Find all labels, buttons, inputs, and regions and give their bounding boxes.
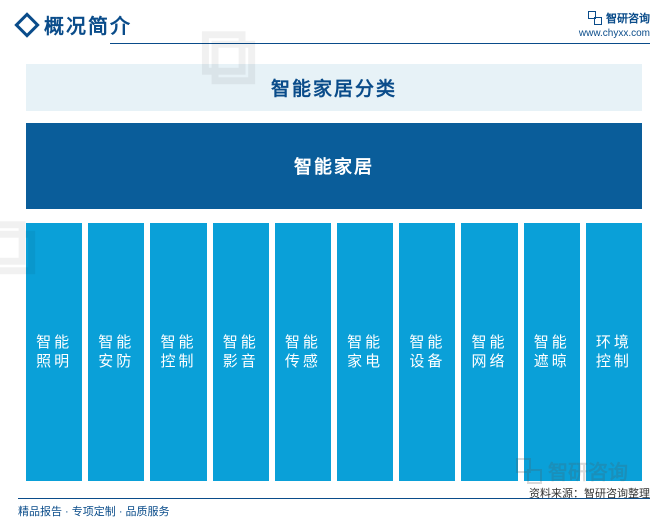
- brand-name: 智研咨询: [606, 10, 650, 26]
- diagram-title: 智能家居分类: [26, 64, 642, 111]
- brand-line: 智研咨询: [579, 10, 650, 26]
- category-node: 智能遮晾: [524, 223, 580, 481]
- content: 智能家居分类 智能家居 智能照明智能安防智能控制智能影音智能传感智能家电智能设备…: [0, 44, 668, 481]
- watermark-icon: [516, 458, 542, 484]
- footer: 精品报告 · 专项定制 · 品质服务: [0, 498, 668, 519]
- category-node: 智能影音: [213, 223, 269, 481]
- brand-url: www.chyxx.com: [579, 28, 650, 39]
- category-node: 智能家电: [337, 223, 393, 481]
- footer-left: 精品报告 · 专项定制 · 品质服务: [18, 503, 170, 519]
- category-node: 智能传感: [275, 223, 331, 481]
- category-node: 智能网络: [461, 223, 517, 481]
- watermark-logo: 智研咨询: [516, 456, 628, 485]
- header: 概况简介 智研咨询 www.chyxx.com: [0, 0, 668, 39]
- category-node: 智能照明: [26, 223, 82, 481]
- root-node: 智能家居: [26, 123, 642, 209]
- category-row: 智能照明智能安防智能控制智能影音智能传感智能家电智能设备智能网络智能遮晾环境控制: [26, 223, 642, 481]
- category-node: 智能安防: [88, 223, 144, 481]
- diamond-icon: [14, 12, 39, 37]
- page-title: 概况简介: [44, 10, 132, 39]
- header-left: 概况简介: [18, 10, 132, 39]
- category-node: 环境控制: [586, 223, 642, 481]
- category-node: 智能设备: [399, 223, 455, 481]
- watermark-text: 智研咨询: [548, 456, 628, 485]
- header-right: 智研咨询 www.chyxx.com: [579, 10, 650, 39]
- footer-divider: [18, 498, 650, 499]
- brand-icon: [588, 11, 602, 25]
- footer-row: 精品报告 · 专项定制 · 品质服务: [18, 503, 650, 519]
- category-node: 智能控制: [150, 223, 206, 481]
